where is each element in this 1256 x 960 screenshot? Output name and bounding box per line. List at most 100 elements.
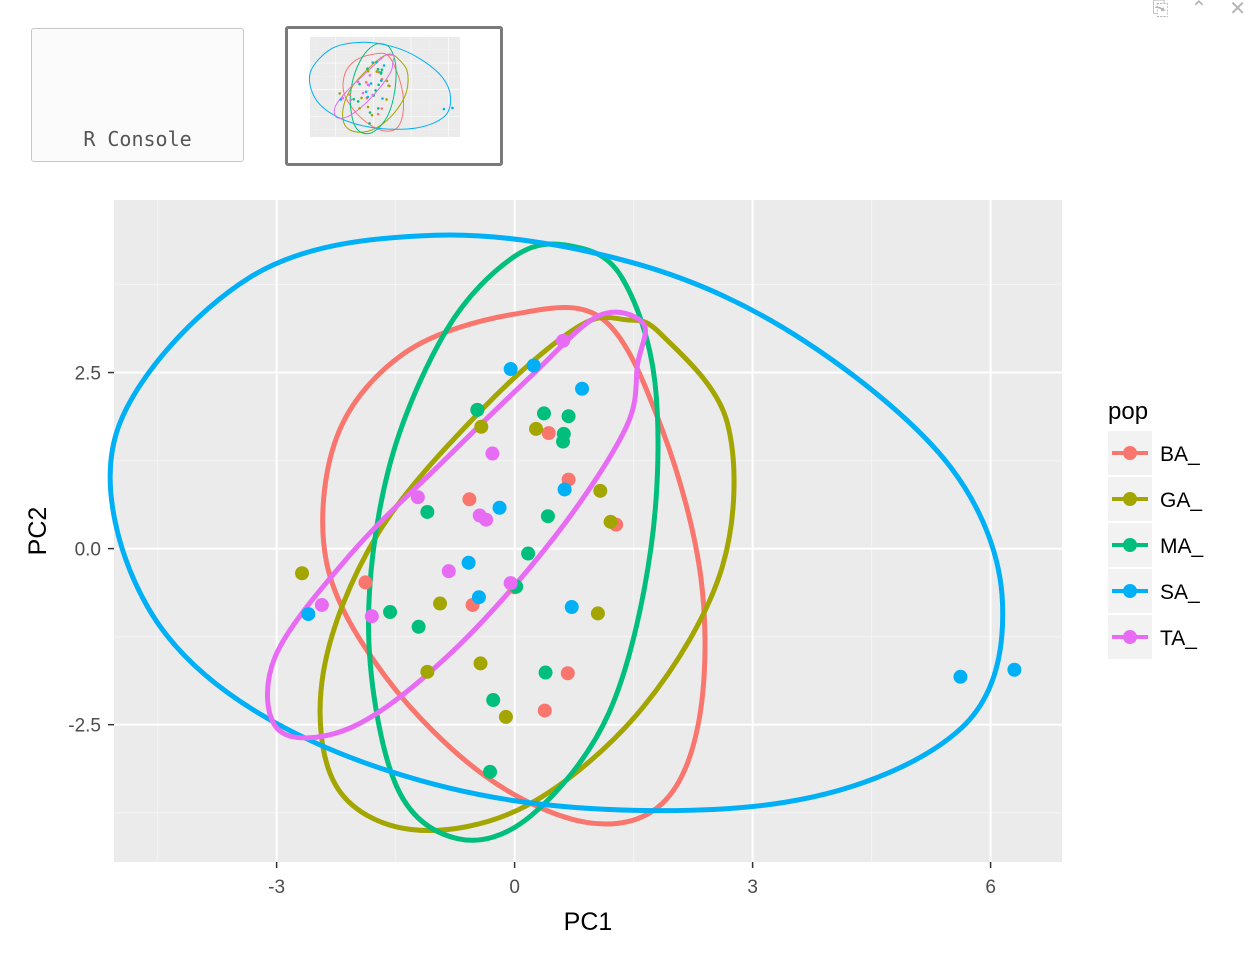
ellipse-sa xyxy=(107,232,1006,814)
point-sa xyxy=(369,82,373,85)
legend-label-ga: GA_ xyxy=(1160,489,1202,512)
x-tick-label: 3 xyxy=(747,877,758,898)
point-sa xyxy=(953,669,968,684)
point-sa xyxy=(564,600,579,615)
pca-scatter-chart: -3 0 3 6 -2.5 0.0 2.5 PC1 PC2 pop BA_ GA_ MA_ SA_ TA_ xyxy=(24,200,1204,936)
ellipse-ta xyxy=(265,309,648,741)
point-ma xyxy=(356,100,360,103)
point-ta xyxy=(479,512,494,527)
point-sa xyxy=(366,95,370,99)
point-ga xyxy=(338,92,342,95)
export-icon[interactable]: ⎘ xyxy=(1152,0,1169,20)
x-tick-label: 0 xyxy=(509,877,520,898)
legend-key-point xyxy=(1123,630,1137,644)
ellipse-ma xyxy=(366,241,661,843)
y-axis-label: PC2 xyxy=(24,507,52,556)
point-ga xyxy=(529,421,544,436)
point-ga xyxy=(375,70,379,73)
point-ma xyxy=(374,89,377,92)
point-ma xyxy=(366,67,369,71)
y-tick-label: 0.0 xyxy=(75,540,101,561)
point-ma xyxy=(538,665,553,680)
point-ma xyxy=(358,82,361,86)
point-ta xyxy=(371,93,375,97)
point-ma xyxy=(540,509,555,524)
point-ma xyxy=(380,68,384,71)
point-ba xyxy=(537,703,552,718)
point-ta xyxy=(441,564,456,579)
legend-key-point xyxy=(1123,538,1137,552)
point-sa xyxy=(381,97,384,100)
point-sa xyxy=(451,106,454,110)
point-sa xyxy=(442,107,446,111)
legend-label-ma: MA_ xyxy=(1160,535,1204,558)
point-ga xyxy=(603,514,618,529)
point-sa xyxy=(382,64,386,67)
point-sa xyxy=(339,98,343,101)
close-icon[interactable]: ✕ xyxy=(1229,0,1246,20)
legend-label-ba: BA_ xyxy=(1160,443,1200,466)
point-sa xyxy=(379,79,383,83)
console-thumbnail[interactable]: R Console xyxy=(31,28,244,162)
window-controls: ⎘ ⌃ ✕ xyxy=(1152,0,1246,20)
point-ma xyxy=(411,619,426,634)
y-tick-label: 2.5 xyxy=(75,364,101,385)
point-ga xyxy=(360,96,363,100)
plot-thumbnail[interactable] xyxy=(285,26,503,166)
point-ga xyxy=(433,596,448,611)
point-ma xyxy=(377,83,380,87)
point-ta xyxy=(556,333,571,348)
plot-thumbnail-preview xyxy=(308,37,460,137)
ellipse-ga xyxy=(317,314,737,833)
point-ga xyxy=(474,419,489,434)
point-ga xyxy=(387,84,390,87)
ellipse-ma xyxy=(349,43,397,135)
point-ga xyxy=(295,566,310,581)
point-ma xyxy=(470,402,485,417)
point-ma xyxy=(486,693,501,708)
y-tick-label: -2.5 xyxy=(68,716,101,737)
point-ma xyxy=(483,764,498,779)
point-ta xyxy=(314,597,329,612)
point-ba xyxy=(358,575,373,590)
point-ta xyxy=(341,96,345,100)
collapse-icon[interactable]: ⌃ xyxy=(1190,0,1208,20)
point-ta xyxy=(503,576,518,591)
point-ta xyxy=(356,80,360,84)
point-ta xyxy=(367,83,371,87)
point-ma xyxy=(376,67,380,71)
point-ma xyxy=(379,72,383,75)
point-ba xyxy=(376,112,380,116)
point-ga xyxy=(366,105,370,109)
point-sa xyxy=(575,381,590,396)
legend-label-ta: TA_ xyxy=(1160,627,1197,650)
legend-key-point xyxy=(1123,584,1137,598)
point-ga xyxy=(593,483,608,498)
point-sa xyxy=(301,607,316,622)
point-ba xyxy=(560,666,575,681)
point-sa xyxy=(471,590,486,605)
legend-label-sa: SA_ xyxy=(1160,581,1200,604)
point-ta xyxy=(361,91,365,95)
legend-key-point xyxy=(1123,492,1137,506)
point-ma xyxy=(556,434,571,449)
point-ba xyxy=(348,93,352,97)
point-ma xyxy=(420,504,435,519)
point-ga xyxy=(590,606,605,621)
point-ga xyxy=(370,113,374,117)
point-sa xyxy=(375,60,378,64)
point-ma xyxy=(352,97,355,101)
point-ta xyxy=(379,56,383,60)
point-sa xyxy=(1007,662,1022,677)
point-sa xyxy=(557,482,572,497)
point-ta xyxy=(368,73,372,77)
point-ba xyxy=(380,107,384,110)
legend-key-point xyxy=(1123,446,1137,460)
console-thumbnail-label: R Console xyxy=(83,127,192,151)
point-ba xyxy=(377,70,381,74)
point-ma xyxy=(536,406,551,421)
point-sa xyxy=(371,61,375,64)
point-ba xyxy=(541,426,556,441)
point-ma xyxy=(368,111,372,114)
point-ma xyxy=(383,604,398,619)
